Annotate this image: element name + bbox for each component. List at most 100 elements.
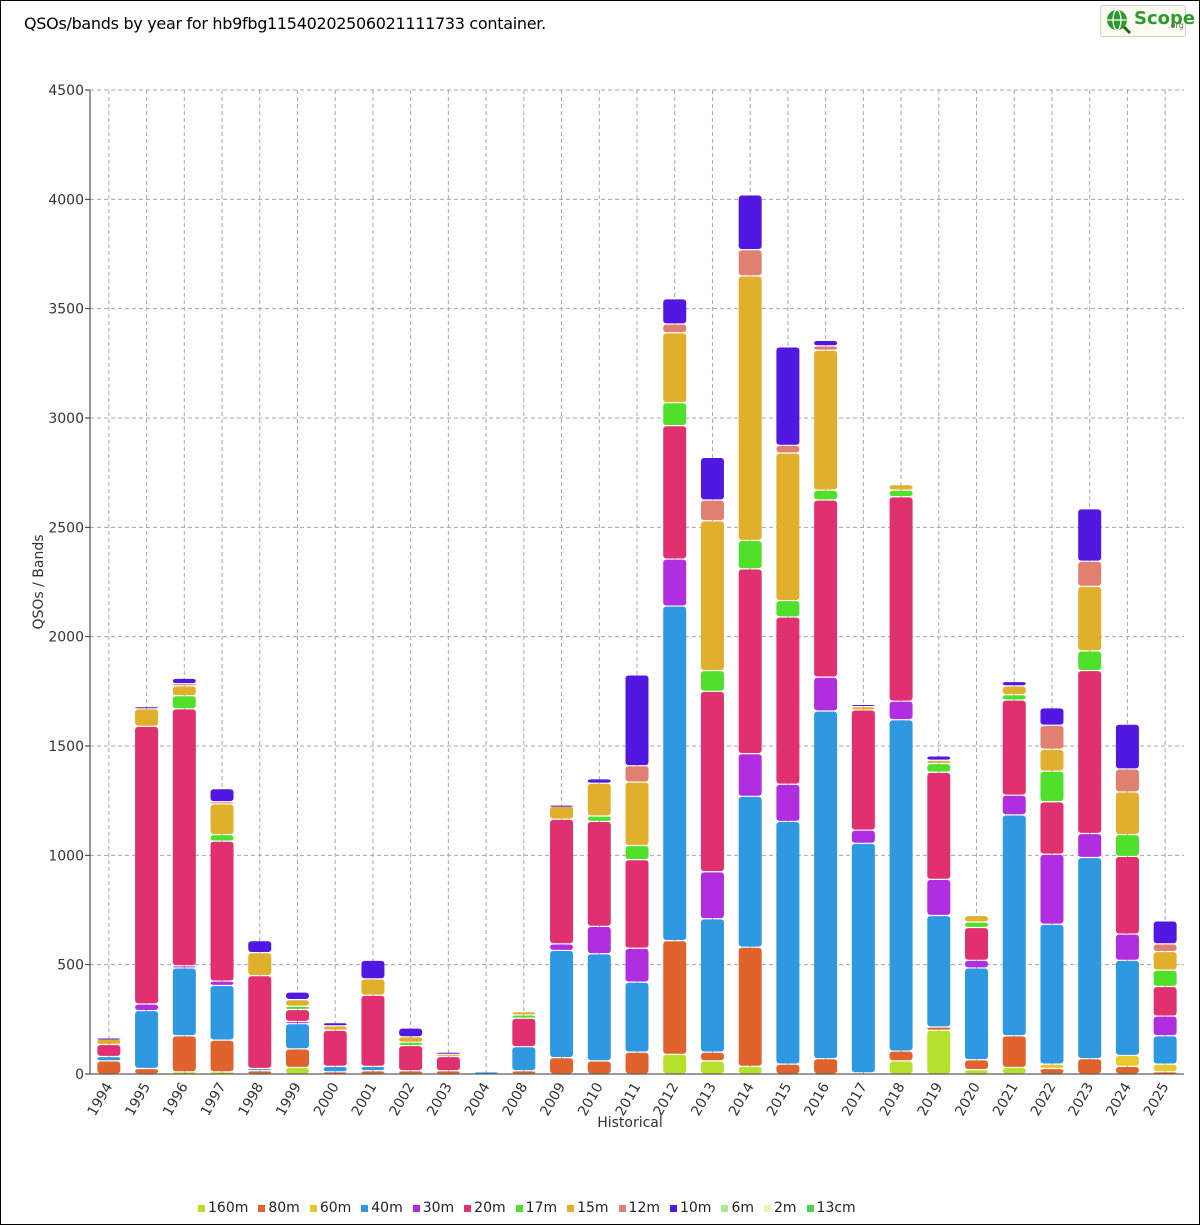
bar-segment-10m-2022 — [1040, 708, 1064, 725]
bar-segment-20m-1997 — [210, 841, 234, 981]
x-tick-label: 1999 — [273, 1080, 305, 1119]
bar-segment-40m-2013 — [700, 919, 724, 1052]
bar-segment-20m-2025 — [1153, 987, 1177, 1016]
bar-segment-15m-1994 — [97, 1039, 121, 1044]
bar-segment-80m-2009 — [550, 1058, 574, 1074]
bar-segment-15m-1996 — [172, 686, 196, 696]
bar-segment-40m-2014 — [738, 796, 762, 947]
bar-segment-15m-2017 — [851, 707, 875, 710]
bar-segment-17m-2002 — [399, 1042, 423, 1045]
legend-label: 15m — [577, 1200, 609, 1216]
legend-item-20m: 20m — [464, 1200, 506, 1216]
bar-segment-30m-2009 — [550, 944, 574, 950]
bar-segment-20m-1996 — [172, 709, 196, 966]
bar-segment-80m-2022 — [1040, 1069, 1064, 1074]
bar-segment-17m-1999 — [285, 1006, 309, 1009]
bar-segment-20m-1999 — [285, 1010, 309, 1021]
bar-segment-30m-2014 — [738, 754, 762, 796]
bar-segment-15m-2025 — [1153, 952, 1177, 970]
legend-label: 60m — [319, 1200, 352, 1216]
bar-segment-17m-2024 — [1115, 835, 1139, 856]
legend-item-12m: 12m — [618, 1200, 660, 1216]
bar-segment-15m-2003 — [436, 1054, 460, 1056]
bar-segment-15m-2023 — [1078, 586, 1102, 651]
legend-item-80m: 80m — [258, 1200, 300, 1216]
bar-segment-60m-2024 — [1115, 1056, 1139, 1066]
bar-segment-12m-2016 — [814, 346, 838, 350]
bar-segment-80m-2010 — [587, 1061, 611, 1074]
bar-segment-80m-1999 — [285, 1049, 309, 1067]
bar-segment-40m-1995 — [135, 1011, 159, 1068]
x-tick-label: 2015 — [764, 1080, 796, 1119]
bar-segment-20m-2000 — [323, 1030, 347, 1066]
bar-segment-80m-2002 — [399, 1071, 423, 1074]
bar-segment-40m-2016 — [814, 711, 838, 1059]
chart-legend: 160m 80m 60m 40m 30m 20m 17m 15m 12m 10m 6m 2m 13cm — [198, 1200, 856, 1216]
bar-segment-160m-2021 — [1002, 1068, 1026, 1074]
bar-segment-10m-2001 — [361, 960, 385, 979]
bar-segment-15m-2011 — [625, 782, 649, 845]
bar-segment-10m-2003 — [436, 1052, 460, 1054]
bar-segment-30m-2020 — [965, 960, 989, 968]
bar-segment-160m-1996 — [172, 1072, 196, 1074]
legend-label: 17m — [525, 1200, 558, 1216]
bar-segment-10m-2010 — [587, 779, 611, 783]
bar-segment-15m-2001 — [361, 979, 385, 995]
x-tick-label: 1996 — [160, 1080, 192, 1119]
bar-segment-60m-2022 — [1040, 1064, 1064, 1068]
bar-segment-17m-2025 — [1153, 970, 1177, 986]
bar-segment-15m-2020 — [965, 916, 989, 922]
bar-segment-10m-2013 — [700, 457, 724, 500]
x-tick-label: 2021 — [990, 1080, 1022, 1119]
x-tick-label: 2008 — [500, 1080, 532, 1119]
x-tick-label: 2009 — [537, 1080, 569, 1119]
legend-swatch — [361, 1204, 369, 1212]
x-tick-label: 2023 — [1065, 1080, 1097, 1119]
bar-segment-80m-1996 — [172, 1036, 196, 1072]
legend-item-2m: 2m — [763, 1200, 797, 1216]
bar-segment-20m-2009 — [550, 819, 574, 944]
bar-segment-80m-2021 — [1002, 1036, 1026, 1067]
legend-swatch — [258, 1204, 266, 1212]
bar-segment-12m-2024 — [1115, 769, 1139, 792]
bar-segment-20m-2023 — [1078, 671, 1102, 833]
bar-segment-15m-2009 — [550, 806, 574, 819]
legend-swatch — [198, 1204, 205, 1212]
bar-segment-40m-1998 — [248, 1069, 272, 1071]
bar-segment-12m-1997 — [210, 802, 234, 804]
bar-segment-20m-2001 — [361, 995, 385, 1066]
bar-segment-17m-1997 — [210, 835, 234, 841]
legend-item-30m: 30m — [412, 1200, 455, 1216]
qscope-logo[interactable]: Scope .org — [1100, 5, 1195, 37]
bar-segment-80m-2013 — [700, 1052, 724, 1061]
bar-segment-40m-2001 — [361, 1066, 385, 1071]
bar-segment-40m-1994 — [97, 1057, 121, 1061]
bar-segment-15m-2010 — [587, 783, 611, 816]
bar-segment-30m-2019 — [927, 879, 951, 915]
bar-segment-160m-2012 — [663, 1054, 687, 1074]
bar-segment-30m-2021 — [1002, 795, 1026, 815]
bar-segment-40m-2024 — [1115, 960, 1139, 1055]
bar-segment-12m-2013 — [700, 500, 724, 521]
bar-segment-80m-2011 — [625, 1052, 649, 1074]
legend-label: 30m — [422, 1200, 455, 1216]
bar-segment-20m-1998 — [248, 976, 272, 1068]
bar-segment-10m-2009 — [550, 805, 574, 807]
bar-segment-15m-2013 — [700, 521, 724, 670]
x-tick-label: 2024 — [1103, 1080, 1135, 1119]
bar-segment-40m-2012 — [663, 606, 687, 941]
x-tick-label: 1997 — [198, 1080, 230, 1119]
bar-segment-20m-1994 — [97, 1045, 121, 1056]
bar-segment-40m-1999 — [285, 1024, 309, 1049]
bar-segment-17m-2020 — [965, 922, 989, 927]
x-tick-label: 1998 — [236, 1080, 268, 1119]
x-tick-label: 2022 — [1028, 1080, 1060, 1119]
bar-segment-10m-2025 — [1153, 921, 1177, 944]
bar-segment-17m-2008 — [512, 1015, 536, 1018]
legend-swatch — [618, 1204, 626, 1212]
bar-segment-30m-2023 — [1078, 834, 1102, 857]
bar-segment-20m-1995 — [135, 726, 159, 1004]
bar-segment-80m-2003 — [436, 1071, 460, 1074]
y-tick-label: 3500 — [48, 302, 84, 318]
bar-segment-160m-2013 — [700, 1061, 724, 1074]
